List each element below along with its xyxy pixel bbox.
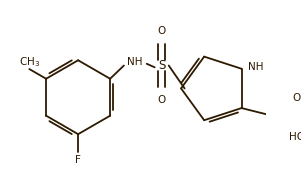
Text: NH: NH xyxy=(127,57,142,67)
Text: F: F xyxy=(75,155,81,165)
Text: NH: NH xyxy=(248,62,263,72)
Text: O: O xyxy=(158,26,166,36)
Text: O: O xyxy=(293,93,301,102)
Text: CH$_3$: CH$_3$ xyxy=(19,55,40,69)
Text: HO: HO xyxy=(289,132,301,142)
Text: O: O xyxy=(158,95,166,105)
Text: S: S xyxy=(158,59,165,72)
